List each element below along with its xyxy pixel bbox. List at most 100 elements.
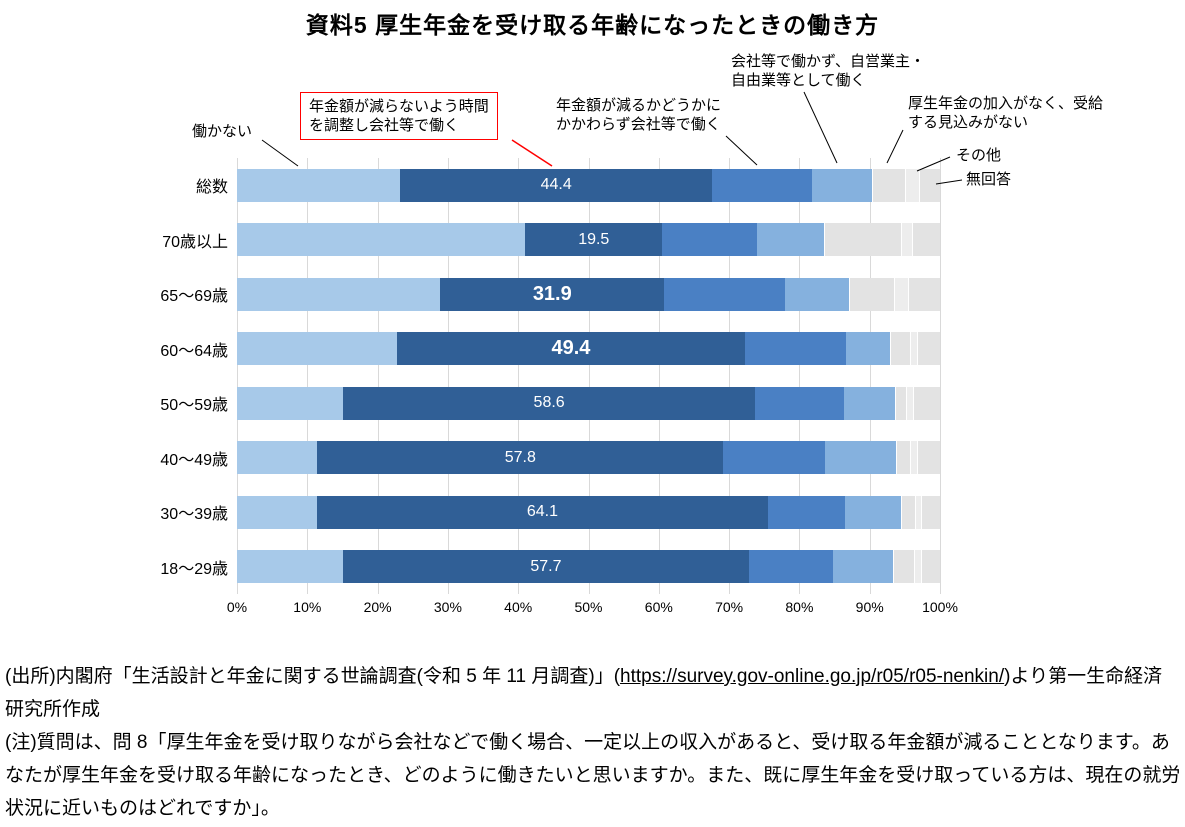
chart-row: 総数 44.4	[0, 158, 940, 213]
callout-text: 年金額が減らないよう時間	[309, 98, 489, 115]
gridline	[588, 158, 590, 594]
bar-segment-0	[237, 441, 318, 475]
bar-segment-4	[895, 441, 910, 475]
bar-value-label-segment: 57.7	[343, 550, 749, 584]
x-tick-label: 20%	[363, 599, 392, 615]
callout-label-not-working: 働かない	[192, 122, 253, 141]
callout-text: する見込みがない	[908, 114, 1029, 131]
footnotes: (出所)内閣府「生活設計と年金に関する世論調査(令和 5 年 11 月調査)」(…	[5, 660, 1181, 825]
gridline	[729, 158, 731, 594]
note-text: (注)質問は、問 8「厚生年金を受け取りながら会社などで働く場合、一定以上の収入…	[5, 732, 1181, 819]
source-prefix: (出所)内閣府「生活設計と年金に関する世論調査(令和 5 年 11 月調査)」(	[5, 666, 621, 687]
x-tick-label: 80%	[785, 599, 814, 615]
bar-segment-6	[916, 441, 940, 475]
stacked-bar: 19.5	[237, 223, 940, 257]
leader-line-self-employed	[803, 91, 838, 164]
stacked-bar: 44.4	[237, 168, 940, 202]
callout-text: 厚生年金の加入がなく、受給	[908, 95, 1104, 112]
source-url-link[interactable]: https://survey.gov-online.go.jp/r05/r05-…	[620, 666, 1005, 687]
bar-segment-5	[893, 277, 908, 311]
category-label: 総数	[195, 179, 228, 197]
bar-segment-0	[237, 168, 401, 202]
chart-row: 65〜69歳 31.9	[0, 267, 940, 322]
bar-segment-0	[237, 223, 526, 257]
gridline	[447, 158, 449, 594]
x-tick-label: 10%	[293, 599, 322, 615]
gridline	[518, 158, 520, 594]
bar-segment-0	[237, 277, 441, 311]
x-tick-label: 90%	[855, 599, 884, 615]
bar-segment-5	[913, 550, 921, 584]
callout-label-regardless: 年金額が減るかどうかに かかわらず会社等で働く	[556, 96, 722, 134]
x-tick-label: 0%	[226, 599, 248, 615]
callout-text: かかわらず会社等で働く	[556, 116, 721, 133]
bar-value-label-segment: 57.8	[317, 441, 724, 475]
bar-segment-0	[237, 550, 344, 584]
chart-row: 18〜29歳 57.7	[0, 540, 940, 595]
bar-segment-5	[904, 168, 919, 202]
category-label: 40〜49歳	[160, 451, 228, 469]
bar-segment-6	[920, 495, 940, 529]
category-label: 65〜69歳	[160, 288, 228, 306]
gridline	[377, 158, 379, 594]
callout-label-no-answer: 無回答	[966, 170, 1012, 189]
bar-segment-5	[909, 441, 917, 475]
bar-segment-4	[892, 550, 914, 584]
callout-label-adjust-hours: 年金額が減らないよう時間 を調整し会社等で働く	[300, 92, 498, 140]
callout-text: 無回答	[966, 171, 1012, 188]
bar-segment-5	[915, 495, 921, 529]
chart-row: 50〜59歳 58.6	[0, 376, 940, 431]
bar-segment-2	[744, 332, 847, 366]
source-text: (出所)内閣府「生活設計と年金に関する世論調査(令和 5 年 11 月調査)」(…	[5, 660, 1181, 726]
x-tick-label: 40%	[504, 599, 533, 615]
x-axis: 0% 10% 20% 30% 40% 50% 60% 70% 80% 90% 100%	[227, 599, 958, 619]
bar-segment-5	[909, 332, 917, 366]
chart-row: 60〜64歳 49.4	[0, 322, 940, 377]
bar-segment-3	[812, 168, 872, 202]
gridlines	[237, 158, 941, 594]
bar-segment-6	[911, 223, 940, 257]
bar-value-label-segment: 44.4	[400, 168, 713, 202]
bar-segment-3	[785, 277, 849, 311]
bar-value-label-segment: 64.1	[317, 495, 768, 529]
stacked-bar: 49.4	[237, 332, 940, 366]
bar-segment-0	[237, 386, 344, 420]
callout-label-other: その他	[956, 146, 1002, 165]
chart-row: 30〜39歳 64.1	[0, 485, 940, 540]
callout-text: 会社等で働かず、自営業主・	[731, 53, 925, 70]
callout-label-self-employed: 会社等で働かず、自営業主・ 自由業等として働く	[731, 52, 925, 90]
stacked-bar: 57.7	[237, 550, 940, 584]
gridline	[940, 158, 941, 594]
x-tick-label: 60%	[644, 599, 673, 615]
bar-segment-2	[664, 277, 786, 311]
bar-rows: 総数 44.4 70歳以上 19.5 65〜69歳 31.9 60〜64歳 49.4 50〜59…	[0, 158, 940, 594]
chart-row: 40〜49歳 57.8	[0, 431, 940, 486]
bar-value-label-segment: 49.4	[397, 332, 745, 366]
gridline	[307, 158, 309, 594]
x-tick-label: 50%	[574, 599, 603, 615]
bar-segment-4	[871, 168, 905, 202]
stacked-bar: 31.9	[237, 277, 940, 311]
category-label: 30〜39歳	[160, 506, 228, 524]
gridline	[658, 158, 660, 594]
bar-segment-6	[912, 386, 940, 420]
bar-segment-6	[916, 332, 940, 366]
gridline	[869, 158, 871, 594]
bar-segment-4	[894, 386, 906, 420]
x-tick-label: 30%	[433, 599, 462, 615]
bar-segment-2	[755, 386, 844, 420]
bar-segment-5	[901, 223, 912, 257]
stacked-bar: 57.8	[237, 441, 940, 475]
bar-segment-3	[833, 550, 893, 584]
bar-value-label-segment: 31.9	[440, 277, 665, 311]
callout-text: 働かない	[192, 123, 253, 140]
bar-value-label-segment: 19.5	[525, 223, 663, 257]
bar-segment-4	[890, 332, 910, 366]
category-label: 18〜29歳	[160, 560, 228, 578]
bar-segment-2	[748, 550, 834, 584]
bar-segment-4	[901, 495, 916, 529]
bar-segment-6	[920, 550, 940, 584]
stacked-bar: 64.1	[237, 495, 940, 529]
category-label: 70歳以上	[162, 233, 228, 251]
bar-segment-0	[237, 332, 398, 366]
